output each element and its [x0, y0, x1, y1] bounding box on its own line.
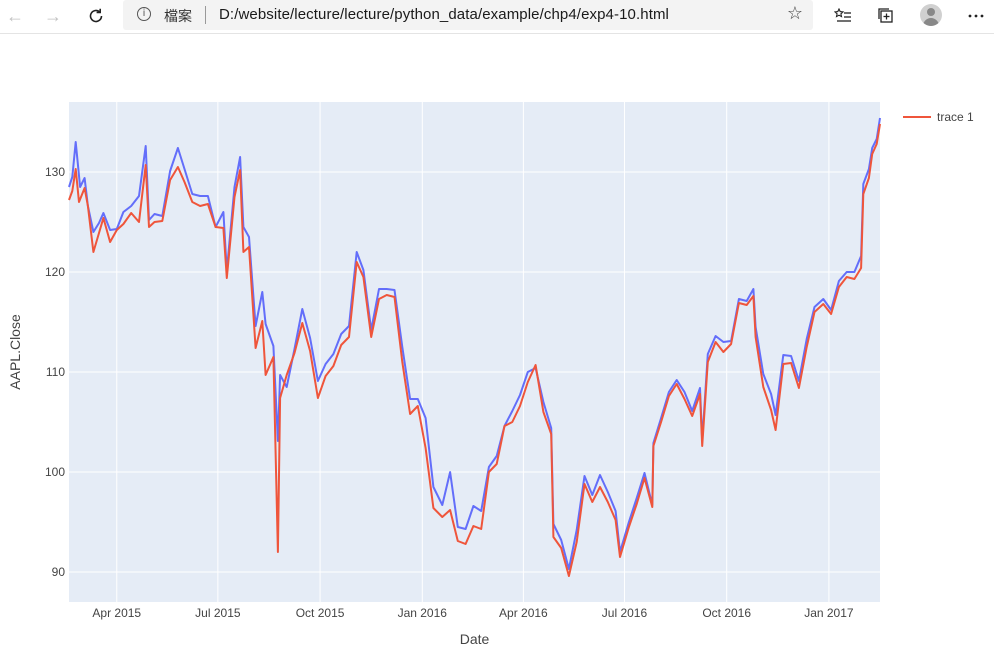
line-chart: 90 100 110 120 130 Apr 2015 Jul 2015 Oct 2015 Ja… [7, 102, 974, 647]
y-tick-label: 130 [45, 165, 65, 179]
y-tick-label: 100 [45, 465, 65, 479]
collections-icon[interactable] [871, 2, 901, 30]
x-tick-label: Jan 2016 [398, 606, 448, 620]
x-tick-label: Oct 2015 [296, 606, 345, 620]
file-scheme-label: 檔案 [164, 8, 192, 24]
address-bar[interactable]: i 檔案 D:/website/lecture/lecture/python_d… [123, 0, 813, 30]
x-tick-label: Jan 2017 [804, 606, 854, 620]
x-axis-title: Date [460, 631, 490, 647]
plot-area [69, 102, 880, 602]
series-line-1 [68, 117, 881, 570]
y-tick-label: 110 [46, 365, 65, 379]
forward-arrow-icon[interactable]: → [44, 5, 62, 26]
star-icon[interactable]: ☆ [786, 3, 803, 24]
y-tick-label: 120 [45, 265, 65, 279]
x-tick-label: Jul 2015 [195, 606, 241, 620]
legend-label: trace 1 [937, 110, 974, 124]
browser-toolbar: ← → i 檔案 D:/website/lecture/lecture/pyth… [0, 0, 994, 34]
more-dots-icon[interactable] [961, 2, 991, 30]
x-tick-label: Apr 2016 [499, 606, 548, 620]
address-separator [205, 6, 206, 24]
series-line-2 [68, 123, 881, 577]
url-text[interactable]: D:/website/lecture/lecture/python_data/e… [219, 6, 669, 23]
info-circle-icon[interactable]: i [137, 7, 151, 21]
reload-icon[interactable] [81, 2, 111, 30]
profile-avatar-icon[interactable] [920, 4, 942, 26]
back-arrow-icon[interactable]: ← [6, 5, 24, 26]
favorites-list-icon[interactable] [828, 2, 858, 30]
x-tick-label: Apr 2015 [92, 606, 141, 620]
y-axis-title: AAPL.Close [7, 314, 23, 390]
x-tick-label: Jul 2016 [602, 606, 648, 620]
y-tick-label: 90 [52, 565, 66, 579]
x-tick-label: Oct 2016 [702, 606, 751, 620]
